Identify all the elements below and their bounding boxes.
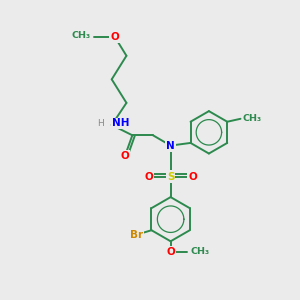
Text: Br: Br xyxy=(130,230,143,240)
Text: O: O xyxy=(110,32,119,42)
Text: S: S xyxy=(167,172,174,182)
Text: O: O xyxy=(121,151,129,161)
Text: O: O xyxy=(188,172,197,182)
Text: CH₃: CH₃ xyxy=(71,31,91,40)
Text: N: N xyxy=(166,141,175,151)
Text: H: H xyxy=(97,119,104,128)
Text: CH₃: CH₃ xyxy=(243,114,262,123)
Text: O: O xyxy=(166,247,175,256)
Text: CH₃: CH₃ xyxy=(190,247,209,256)
Text: O: O xyxy=(144,172,153,182)
Text: NH: NH xyxy=(112,118,130,128)
